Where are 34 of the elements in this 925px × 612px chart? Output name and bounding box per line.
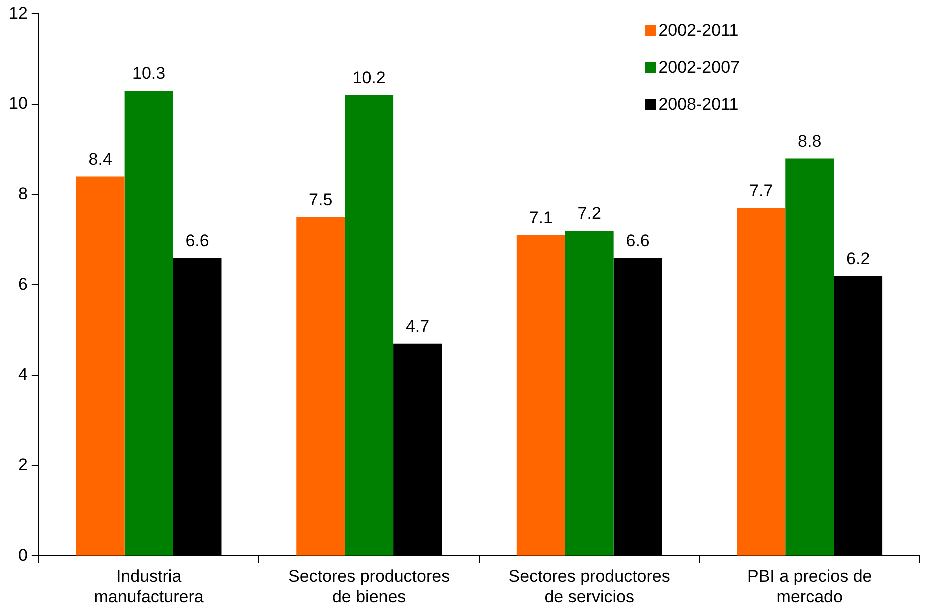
bar (345, 96, 394, 556)
legend-label: 2002-2011 (658, 20, 739, 40)
data-label: 8.4 (88, 150, 112, 169)
bar (516, 236, 566, 556)
data-label: 6.6 (626, 231, 650, 250)
y-tick-label: 10 (8, 94, 28, 114)
x-tick-label: Industria manufacturera (94, 567, 204, 606)
x-tick-label: Sectores productores de servicios (508, 567, 670, 606)
data-label: 7.7 (750, 182, 774, 201)
bar (737, 208, 786, 556)
y-tick-label: 4 (18, 365, 28, 384)
data-label: 7.1 (529, 208, 553, 228)
data-label: 6.6 (186, 231, 210, 250)
y-tick-label: 12 (8, 4, 28, 23)
bar (296, 217, 346, 556)
data-label: 6.2 (846, 249, 870, 268)
x-tick-label: PBI a precios de mercado (747, 567, 872, 606)
data-label: 10.3 (132, 64, 166, 84)
y-tick-label: 2 (18, 456, 28, 475)
y-tick-label: 6 (18, 274, 28, 294)
y-tick-label: 8 (18, 184, 28, 204)
bar (565, 231, 614, 556)
x-tick-label: Sectores productores de bienes (288, 567, 450, 606)
bar (124, 90, 174, 556)
data-label: 8.8 (798, 132, 822, 151)
bar (786, 158, 834, 556)
bar (76, 176, 125, 556)
y-tick-label: 0 (18, 546, 28, 565)
legend-label: 2002-2007 (658, 58, 740, 78)
data-label: 10.2 (352, 68, 386, 88)
legend-label: 2008-2011 (658, 94, 739, 114)
data-label: 7.2 (578, 204, 602, 224)
data-label: 4.7 (406, 317, 430, 336)
data-label: 7.5 (309, 190, 333, 210)
